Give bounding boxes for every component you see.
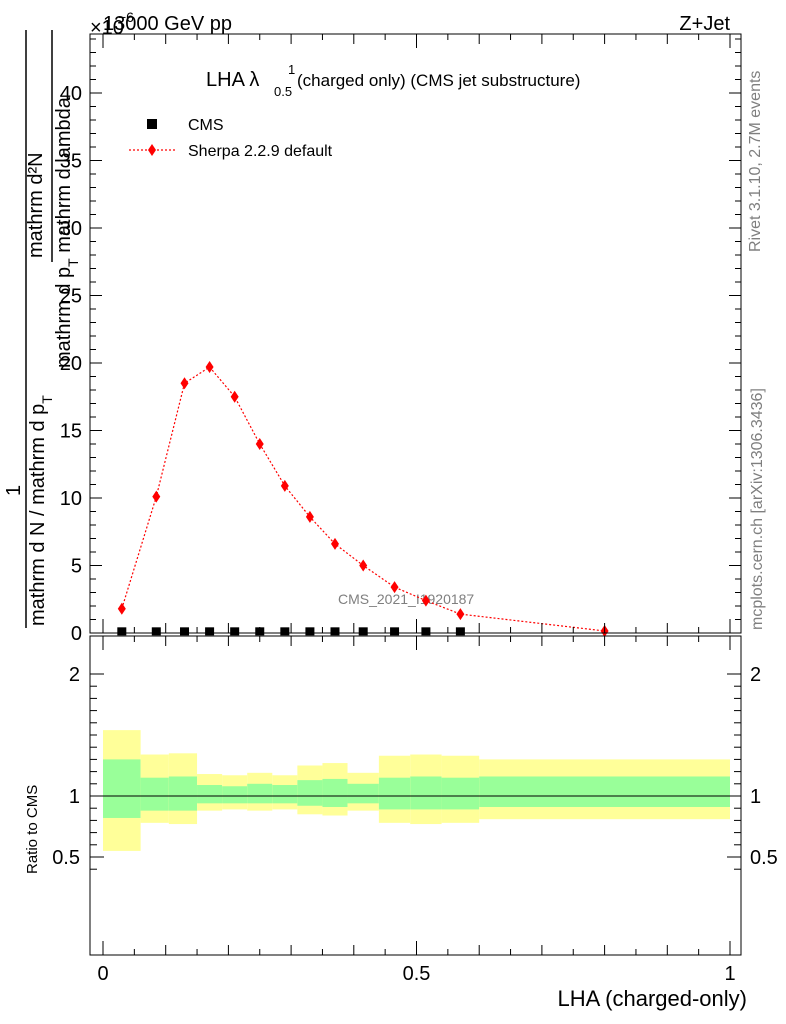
ylabel-prefactor-denominator: mathrm d N / mathrm d pT: [27, 395, 55, 626]
main-frame: [89, 33, 742, 634]
ratio-band-inner-13: [479, 776, 730, 807]
main-y-tick-label: 25: [60, 286, 82, 308]
ratio-band-inner-4: [222, 786, 248, 804]
sherpa-point: [255, 438, 264, 450]
ratio-band-inner-5: [247, 783, 273, 804]
title-superscript: 1: [288, 62, 295, 77]
cms-point: [117, 627, 127, 636]
main-y-tick-label: 30: [60, 218, 82, 240]
ratio-band-inner-9: [347, 783, 379, 804]
sherpa-point: [205, 361, 214, 374]
cms-point: [390, 627, 400, 636]
rivet-label: Rivet 3.1.10, 2.7M events: [747, 71, 764, 252]
ylabel-denominator-sub: T: [65, 258, 81, 267]
sherpa-point: [280, 479, 289, 492]
sherpa-point: [330, 537, 339, 550]
legend-cms-marker: [147, 119, 157, 129]
ratio-band-inner-6: [272, 785, 298, 804]
main-y-tick-label: 40: [60, 83, 82, 105]
ylabel-prefactor-numerator: 1: [3, 485, 25, 496]
cms-point: [330, 627, 340, 636]
ratio-band-inner-0: [103, 759, 141, 818]
title-rest: (charged only) (CMS jet substructure): [297, 71, 580, 90]
sherpa-line: [121, 366, 605, 632]
ratio-y-tick-label: 2: [69, 664, 80, 686]
mcplots-label: mcplots.cern.ch [arXiv:1306.3436]: [749, 388, 766, 630]
ratio-band-inner-7: [297, 780, 323, 806]
main-y-tick-label: 0: [71, 623, 82, 645]
x-tick-label: 0.5: [403, 963, 431, 985]
sherpa-point: [456, 608, 465, 621]
ylabel-prefactor-den-part1: mathrm d N / mathrm d p: [27, 404, 49, 626]
ylabel-denominator-part2: mathrm d lambda: [53, 96, 75, 258]
sherpa-point: [180, 377, 189, 390]
ratio-band-inner-10: [378, 777, 411, 810]
legend-sherpa-marker: [148, 144, 156, 156]
cms-point: [205, 627, 215, 636]
ratio-y-tick-label: 1: [69, 786, 80, 808]
x-axis-label: LHA (charged-only): [557, 986, 747, 1011]
main-y-tick-label: 10: [60, 488, 82, 510]
ratio-y-tick-label-right: 0.5: [750, 847, 778, 869]
sherpa-point: [117, 602, 126, 615]
ratio-band-inner-1: [140, 777, 169, 811]
sherpa-point: [152, 490, 161, 503]
cms-point: [455, 627, 465, 636]
sherpa-point: [305, 510, 314, 523]
analysis-watermark: CMS_2021_I1920187: [338, 591, 474, 607]
ratio-y-tick-label-right: 1: [750, 786, 761, 808]
main-y-axis-label: mathrm d²N mathrm d pT mathrm d lambda 1…: [3, 30, 81, 628]
cms-point: [180, 627, 190, 636]
ratio-y-axis-label: Ratio to CMS: [24, 785, 41, 874]
ylabel-denominator-part1: mathrm d p: [53, 267, 75, 368]
sherpa-point: [359, 559, 368, 572]
cms-point: [305, 627, 315, 636]
ylabel-prefactor-den-sub: T: [39, 395, 55, 404]
y-exponent-power: −6: [118, 9, 134, 25]
title-main: LHA λ: [206, 69, 259, 91]
ratio-band-inner-11: [410, 776, 442, 810]
cms-point: [151, 627, 161, 636]
legend-cms-label: CMS: [188, 117, 224, 134]
sherpa-point: [390, 581, 399, 594]
sherpa-point: [230, 390, 239, 403]
header-right-label: Z+Jet: [679, 13, 730, 35]
ratio-y-tick-label-right: 2: [750, 664, 761, 686]
legend-sherpa-label: Sherpa 2.2.9 default: [188, 143, 333, 160]
ratio-band-inner-2: [168, 776, 198, 811]
ylabel-numerator: mathrm d²N: [25, 152, 47, 258]
ratio-band-inner-12: [441, 777, 480, 810]
cms-point: [358, 627, 368, 636]
title-subscript: 0.5: [274, 84, 292, 99]
cms-point: [230, 627, 240, 636]
sherpa-point: [421, 594, 430, 607]
main-y-tick-label: 5: [71, 556, 82, 578]
x-tick-label: 0: [97, 963, 108, 985]
legend: CMS Sherpa 2.2.9 default: [129, 117, 333, 160]
ratio-band-inner-3: [197, 785, 223, 804]
ratio-band-inner-8: [322, 778, 348, 807]
chart-title: LHA λ 1 0.5 (charged only) (CMS jet subs…: [206, 62, 580, 99]
header-left-label: 13000 GeV pp: [103, 13, 232, 35]
main-y-tick-label: 15: [60, 421, 82, 443]
cms-point: [421, 627, 431, 636]
cms-point: [280, 627, 290, 636]
axes: 0 5 10 15 20 25 30 35 40 0 0.5 1 0.5 0.5 1 1 2 2: [52, 33, 778, 985]
ratio-bands: [90, 730, 741, 851]
x-tick-label: 1: [724, 963, 735, 985]
main-y-tick-label: 35: [60, 151, 82, 173]
ratio-y-tick-label: 0.5: [52, 847, 80, 869]
ylabel-denominator: mathrm d pT mathrm d lambda: [53, 96, 81, 368]
main-y-tick-label: 20: [60, 353, 82, 375]
